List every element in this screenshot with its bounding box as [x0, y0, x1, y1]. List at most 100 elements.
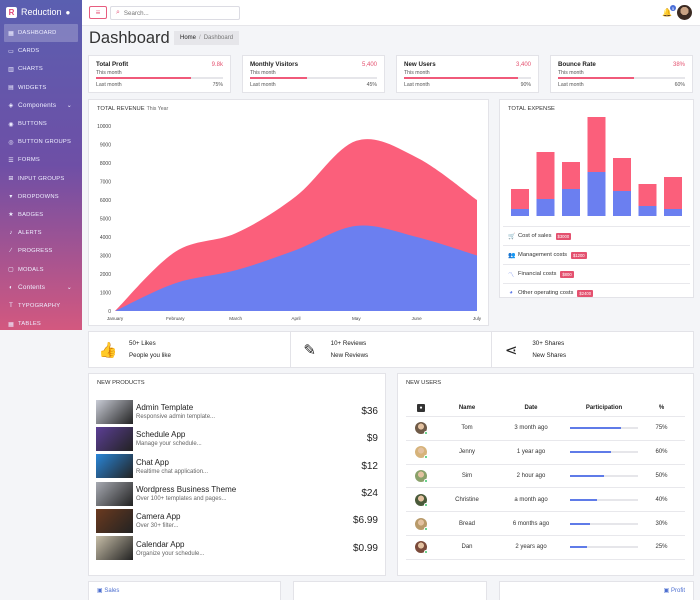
product-list: Admin Template Responsive admin template…	[96, 398, 378, 562]
product-desc: Realtime chat application...	[136, 468, 209, 475]
social-stat[interactable]: ✎ 10+ Reviews New Reviews	[291, 332, 493, 367]
brand-logo-icon: R	[6, 6, 17, 18]
expense-bar-segment	[511, 209, 529, 216]
search-box[interactable]: ⌕	[110, 6, 240, 20]
y-tick-label: 8000	[100, 161, 111, 167]
sidebar-item-alerts[interactable]: ♪ ALERTS	[0, 224, 82, 242]
brand[interactable]: R Reduction ●	[0, 0, 82, 24]
modal-icon: ▢	[8, 267, 14, 274]
table-row[interactable]: Christine a month ago 40%	[406, 488, 685, 513]
notification-bell-icon[interactable]: 🔔 5	[662, 5, 676, 17]
participation-bar	[570, 546, 638, 549]
table-row[interactable]: Sim 2 hour ago 50%	[406, 465, 685, 489]
expense-legend-label: Cost of sales	[518, 233, 552, 239]
sidebar-item-components[interactable]: ◈ Components ⌄	[0, 97, 82, 115]
sidebar-item-forms[interactable]: ☰ FORMS	[0, 151, 82, 169]
new-users-card: NEW USERS ● Name Date Participation % To…	[397, 373, 694, 576]
total-expense-card: TOTAL EXPENSE 🛒 Cost of sales $3000 👥 Man…	[499, 99, 694, 298]
share-icon: ⋖	[505, 341, 518, 359]
product-desc: Organize your schedule...	[136, 550, 205, 557]
expense-title: TOTAL EXPENSE	[508, 106, 555, 112]
expense-legend-item: ◕ Other operating costs $2400	[503, 283, 690, 302]
stat-card: Total Profit 9.8k This month Last month 7…	[88, 55, 231, 93]
page-title: Dashboard	[89, 29, 170, 47]
product-item[interactable]: Admin Template Responsive admin template…	[96, 398, 378, 425]
stat-percent: 75%	[212, 82, 223, 88]
sidebar-item-tables[interactable]: ▦ TABLES	[0, 315, 82, 333]
sidebar-item-charts[interactable]: ▥ CHARTS	[0, 60, 82, 78]
stat-last: Last month	[250, 82, 276, 88]
total-revenue-card: TOTAL REVENUE This Year 0 1000 2000 3000 4000…	[88, 99, 489, 326]
sidebar-item-input-groups[interactable]: ⊞ INPUT GROUPS	[0, 170, 82, 188]
breadcrumb-home-link[interactable]: Home	[180, 35, 197, 41]
product-item[interactable]: Camera App Over 30+ filter... $6.99	[96, 507, 378, 534]
social-stat[interactable]: 👍 50+ Likes People you like	[89, 332, 291, 367]
widget-icon: ▤	[8, 85, 14, 92]
table-row[interactable]: Dan 2 years ago 25%	[406, 536, 685, 560]
social-count: 30+ Shares	[532, 339, 565, 347]
bell-icon: ♪	[9, 230, 13, 237]
revenue-area-chart: 0 1000 2000 3000 4000 5000 6000 7000 8000 9000 100…	[97, 124, 482, 321]
expense-bar-segment	[562, 162, 580, 189]
expense-legend-label: Management costs	[518, 252, 567, 258]
menu-toggle-button[interactable]: ≡	[89, 6, 107, 19]
expense-bar-segment	[587, 117, 606, 172]
expense-bar-segment	[536, 199, 555, 216]
sidebar-item-widgets[interactable]: ▤ WIDGETS	[0, 79, 82, 97]
product-item[interactable]: Wordpress Business Theme Over 100+ templ…	[96, 480, 378, 507]
sidebar-item-modals[interactable]: ▢ MODALS	[0, 260, 82, 278]
sidebar-item-cards[interactable]: ▭ CARDS	[0, 42, 82, 60]
product-price: $24	[361, 488, 378, 500]
expense-legend-badge: $3000	[555, 232, 572, 240]
expense-bar-chart	[511, 117, 682, 216]
github-icon[interactable]: ●	[65, 7, 71, 17]
user-date: 2 years ago	[515, 544, 547, 551]
sidebar-item-contents[interactable]: ◐ Contents ⌄	[0, 279, 82, 297]
user-name: Tom	[461, 425, 473, 432]
sidebar-item-typography[interactable]: T TYPOGRAPHY	[0, 297, 82, 315]
breadcrumb-current: Dashboard	[203, 35, 234, 41]
sidebar-item-dashboard[interactable]: ▦ DASHBOARD	[4, 24, 78, 43]
x-tick-label: July	[473, 316, 482, 321]
user-date: 3 month ago	[514, 425, 548, 432]
sidebar-item-label: PROGRESS	[18, 248, 53, 255]
search-input[interactable]	[123, 9, 224, 17]
participation-bar	[570, 427, 638, 430]
table-row[interactable]: Bread 6 months ago 30%	[406, 512, 685, 536]
product-price: $36	[361, 406, 378, 418]
expense-bar-segment	[511, 189, 529, 209]
new-products-card: NEW PRODUCTS Admin Template Responsive a…	[88, 373, 386, 576]
stat-percent: 60%	[674, 82, 685, 88]
online-indicator	[424, 526, 428, 531]
box-icon: ◈	[8, 103, 14, 110]
product-item[interactable]: Chat App Realtime chat application... $1…	[96, 453, 378, 480]
sidebar-item-progress[interactable]: ∕ PROGRESS	[0, 242, 82, 260]
user-avatar[interactable]	[677, 5, 692, 20]
breadcrumb: Home / Dashboard	[174, 31, 240, 45]
product-item[interactable]: Schedule App Manage your schedule... $9	[96, 425, 378, 452]
stat-card: Monthly Visitors 5,400 This month Last m…	[242, 55, 385, 93]
x-tick-label: January	[107, 316, 124, 321]
sidebar-item-badges[interactable]: ★ BADGES	[0, 206, 82, 224]
product-item[interactable]: Calendar App Organize your schedule... $…	[96, 534, 378, 561]
sidebar-item-buttons[interactable]: ◉ BUTTONS	[0, 115, 82, 133]
chart-icon: ▥	[8, 66, 14, 73]
social-desc: New Shares	[532, 351, 567, 359]
sidebar-item-button-groups[interactable]: ◎ BUTTON GROUPS	[0, 133, 82, 151]
product-thumbnail	[96, 426, 133, 451]
products-title: NEW PRODUCTS	[97, 380, 145, 386]
online-indicator	[424, 431, 428, 436]
stat-title: Bounce Rate	[558, 61, 596, 68]
table-row[interactable]: Tom 3 month ago 75%	[406, 417, 685, 441]
profit-label: ▣ Profit	[663, 588, 685, 594]
table-row[interactable]: Jenny 1 year ago 60%	[406, 441, 685, 465]
sidebar-item-dropdowns[interactable]: ▾ DROPDOWNS	[0, 188, 82, 206]
expense-legend-badge: $2400	[577, 289, 594, 297]
x-tick-label: May	[352, 316, 361, 321]
user-date: 2 hour ago	[516, 472, 546, 479]
social-stat[interactable]: ⋖ 30+ Shares New Shares	[492, 332, 693, 367]
col-date: Date	[524, 405, 538, 411]
expense-bar-segment	[664, 209, 682, 216]
expense-legend-item: 👥 Management costs $1200	[503, 245, 690, 264]
user-avatar	[415, 422, 428, 436]
